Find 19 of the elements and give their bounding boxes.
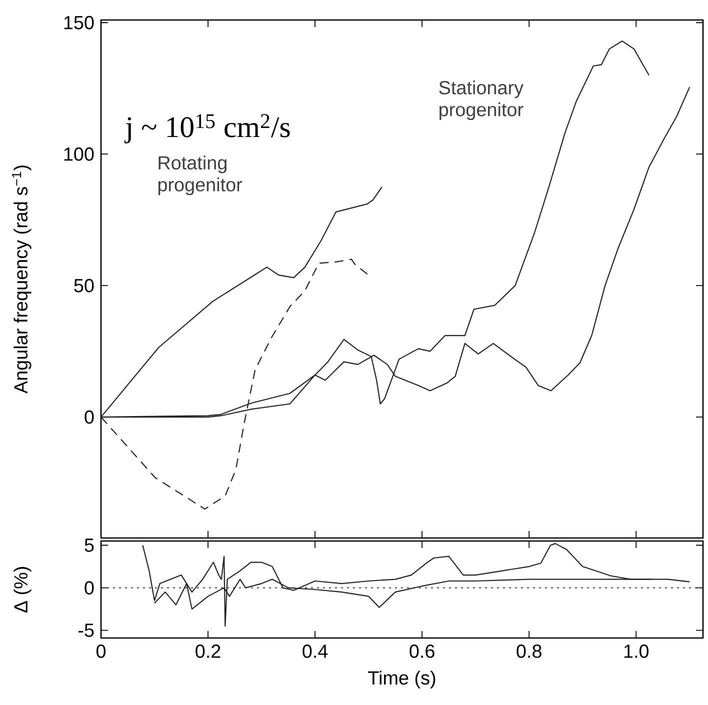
y-axis-title: Δ (%)	[14, 567, 32, 613]
y-tick-label: 100	[64, 147, 94, 161]
x-tick-label: 0.6	[410, 644, 434, 658]
x-axis-title: Time (s)	[368, 670, 436, 688]
annotation: j ~ 10$^{15}$ cm$^{2}$/s	[124, 114, 290, 144]
annotation: Stationary progenitor	[439, 80, 524, 120]
y-tick-label: 50	[74, 278, 94, 292]
y-tick-label: 150	[64, 16, 94, 30]
y-tick-label: 0	[84, 410, 94, 424]
y-tick-label: 0	[84, 581, 94, 594]
x-tick-label: 0.8	[516, 644, 542, 658]
x-tick-label: 0.4	[302, 644, 328, 658]
y-tick-label: 5	[84, 538, 94, 552]
y-tick-label: -5	[78, 624, 94, 637]
x-tick-label: 0.2	[196, 644, 220, 658]
x-tick-label: 1.0	[624, 644, 649, 658]
y-axis-title: Angular frequency (rad s$^{−1}$)	[12, 166, 32, 394]
x-tick-label: 0	[96, 644, 106, 658]
annotation: Rotating progenitor	[158, 156, 242, 196]
